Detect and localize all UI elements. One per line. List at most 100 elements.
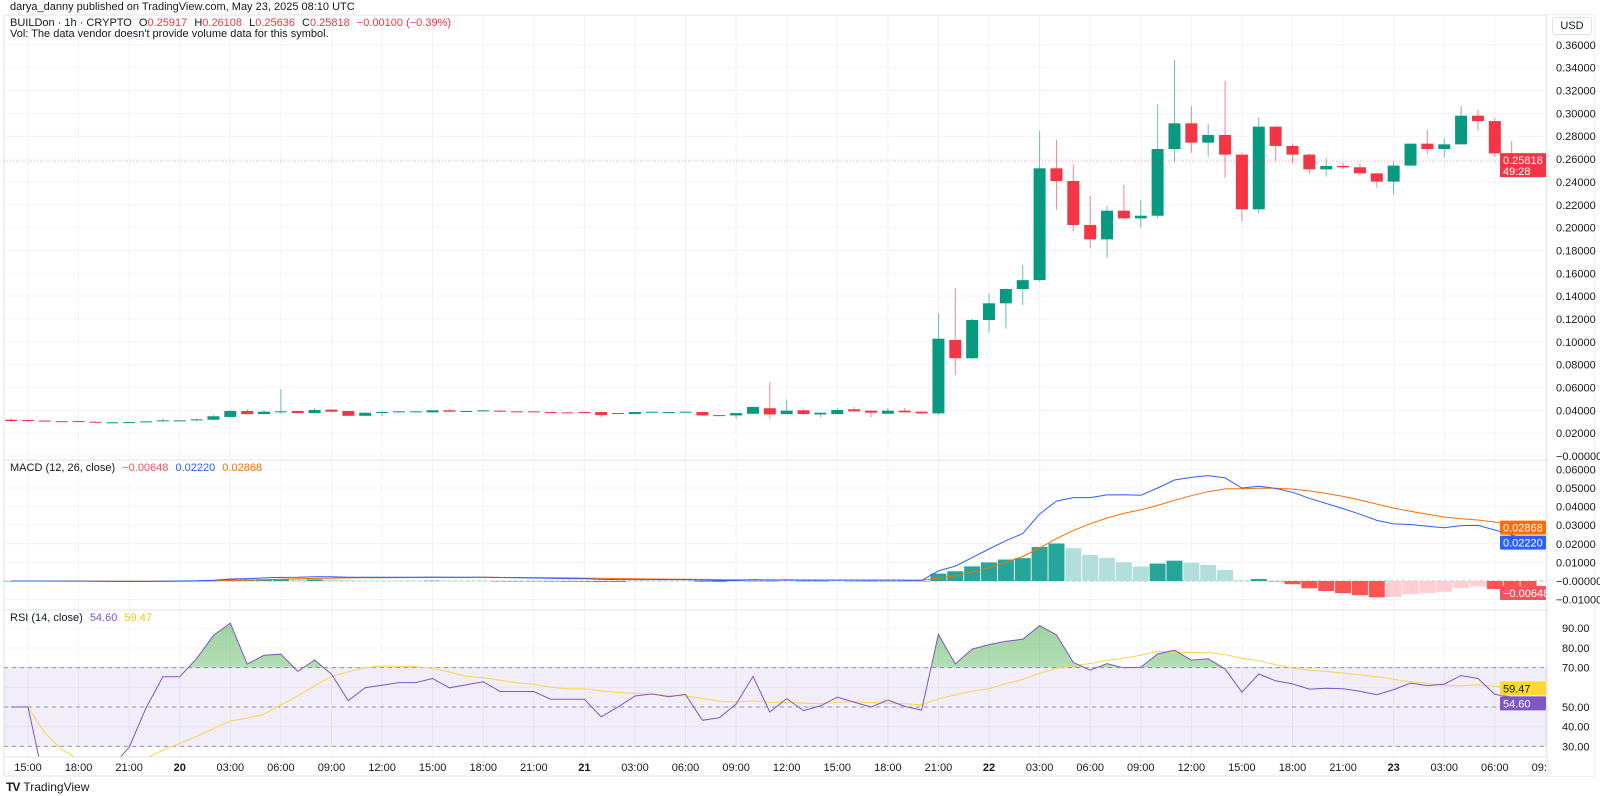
symbol-name[interactable]: BUILDon · 1h · CRYPTO	[10, 17, 132, 29]
candle[interactable]	[89, 421, 102, 423]
currency-button[interactable]: USD	[1552, 17, 1592, 35]
candle[interactable]	[5, 419, 18, 422]
candle[interactable]	[814, 412, 827, 415]
macd-pane[interactable]	[3, 475, 1547, 598]
candle[interactable]	[999, 289, 1012, 304]
candle[interactable]	[1269, 126, 1282, 146]
rsi-title[interactable]: RSI (14, close)	[10, 612, 83, 624]
candle[interactable]	[1168, 123, 1181, 150]
candle[interactable]	[1404, 143, 1417, 166]
candle[interactable]	[527, 411, 540, 413]
candle[interactable]	[1320, 165, 1333, 170]
candle[interactable]	[595, 412, 608, 416]
candle[interactable]	[831, 409, 844, 415]
candle[interactable]	[746, 406, 759, 414]
candle[interactable]	[915, 411, 928, 414]
candle[interactable]	[207, 416, 220, 420]
candle[interactable]	[1016, 280, 1029, 290]
candle[interactable]	[38, 420, 51, 422]
candle[interactable]	[106, 422, 119, 424]
candle[interactable]	[1033, 168, 1046, 281]
candle[interactable]	[258, 411, 271, 415]
candle[interactable]	[1219, 134, 1232, 155]
candle[interactable]	[696, 412, 709, 416]
candle[interactable]	[983, 303, 996, 320]
candle[interactable]	[1438, 144, 1451, 150]
candle[interactable]	[274, 411, 287, 413]
candle[interactable]	[932, 338, 945, 414]
candle[interactable]	[291, 411, 304, 414]
candle[interactable]	[561, 412, 574, 414]
candle[interactable]	[730, 413, 743, 416]
candle[interactable]	[1151, 149, 1164, 216]
candle[interactable]	[1202, 134, 1215, 143]
candle[interactable]	[342, 411, 355, 416]
candle[interactable]	[325, 409, 338, 412]
candle[interactable]	[1117, 210, 1130, 219]
candle[interactable]	[494, 410, 507, 412]
candle[interactable]	[22, 420, 34, 422]
candle[interactable]	[123, 422, 136, 424]
candle[interactable]	[1421, 143, 1434, 150]
candle[interactable]	[1235, 154, 1248, 210]
candle[interactable]	[1337, 165, 1350, 168]
candle[interactable]	[173, 420, 186, 422]
candle[interactable]	[426, 410, 439, 413]
tradingview-logo[interactable]: TV TradingView	[6, 780, 89, 794]
candle[interactable]	[1067, 181, 1080, 225]
candle[interactable]	[156, 420, 169, 422]
candle[interactable]	[443, 410, 456, 412]
candle[interactable]	[1303, 154, 1316, 170]
candle[interactable]	[308, 409, 321, 414]
candle[interactable]	[1185, 123, 1198, 143]
candle[interactable]	[359, 412, 372, 416]
candle[interactable]	[797, 410, 810, 415]
candle[interactable]	[72, 421, 85, 423]
candle[interactable]	[898, 410, 911, 413]
candle[interactable]	[392, 411, 405, 413]
candle[interactable]	[510, 411, 523, 413]
candle[interactable]	[1387, 165, 1400, 182]
candle[interactable]	[763, 408, 776, 415]
rsi-pane[interactable]	[11, 622, 1529, 796]
candle[interactable]	[612, 413, 625, 415]
price-axis[interactable]	[1547, 15, 1594, 776]
candle[interactable]	[780, 410, 793, 415]
candle[interactable]	[1050, 168, 1063, 182]
candle[interactable]	[713, 415, 726, 417]
candle[interactable]	[1252, 126, 1265, 210]
candle[interactable]	[949, 339, 962, 359]
candle[interactable]	[1455, 115, 1468, 145]
candle[interactable]	[679, 411, 692, 413]
candle[interactable]	[848, 409, 861, 412]
candle[interactable]	[645, 411, 658, 413]
candle[interactable]	[544, 412, 557, 414]
candle[interactable]	[1488, 121, 1501, 154]
price-pane[interactable]	[4, 59, 1547, 424]
macd-title[interactable]: MACD (12, 26, close)	[10, 462, 116, 474]
candle[interactable]	[409, 411, 422, 413]
candle[interactable]	[460, 411, 473, 413]
candle[interactable]	[662, 412, 675, 414]
candle[interactable]	[1286, 145, 1299, 155]
candle[interactable]	[376, 412, 389, 414]
candle[interactable]	[628, 412, 641, 415]
candle[interactable]	[1134, 215, 1147, 219]
candle[interactable]	[1084, 224, 1097, 240]
candle[interactable]	[190, 419, 203, 421]
time-axis[interactable]: 15:00 18:00 21:00 20 03:00 06:00 09:00 12:00 15:…	[14, 762, 1559, 774]
candle[interactable]	[1471, 115, 1484, 122]
candle[interactable]	[224, 411, 237, 417]
candle[interactable]	[865, 410, 877, 413]
candle[interactable]	[477, 410, 490, 412]
candle[interactable]	[1353, 167, 1366, 174]
candle[interactable]	[241, 411, 254, 415]
candle[interactable]	[578, 412, 591, 414]
candle[interactable]	[1101, 210, 1114, 240]
candle[interactable]	[140, 421, 153, 423]
candle[interactable]	[966, 319, 979, 359]
candle[interactable]	[881, 410, 894, 414]
candle[interactable]	[55, 421, 68, 423]
candle[interactable]	[1370, 173, 1383, 182]
